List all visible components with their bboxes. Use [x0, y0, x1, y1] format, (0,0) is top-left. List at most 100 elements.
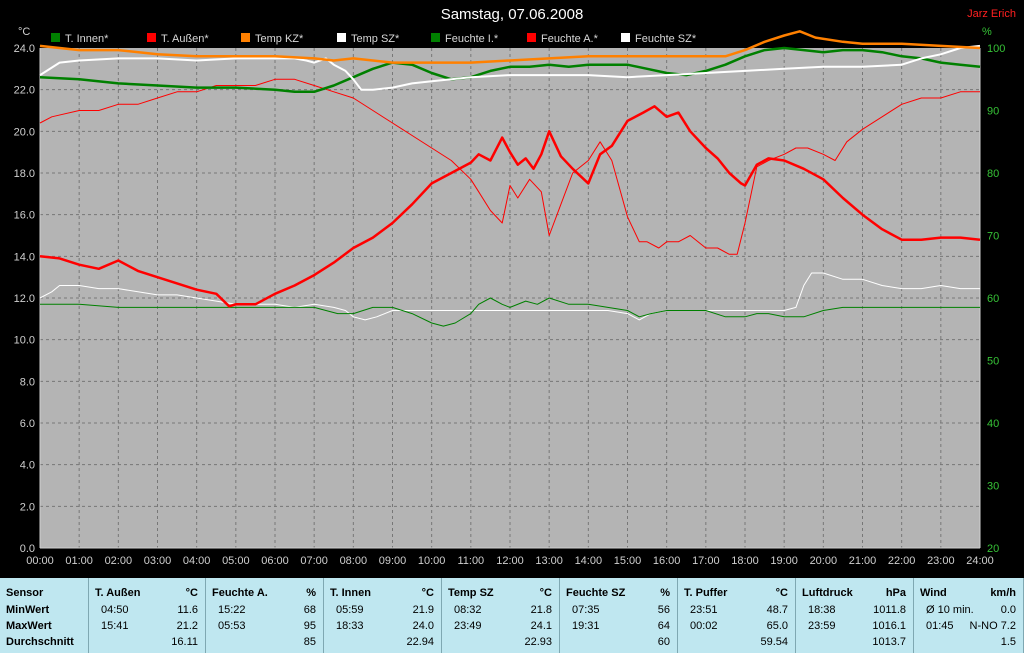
- legend-label: Feuchte SZ*: [635, 33, 697, 45]
- column-header: Temp SZ: [448, 587, 494, 599]
- y-left-tick-label: 22.0: [14, 85, 35, 97]
- stat-value: 68: [303, 604, 316, 616]
- y-left-tick-label: 18.0: [14, 168, 35, 180]
- column-unit: °C: [421, 587, 434, 599]
- stat-time: 05:59: [336, 604, 364, 616]
- x-tick-label: 04:00: [183, 555, 211, 567]
- y-right-tick-label: 60: [987, 293, 999, 305]
- y-left-tick-label: 0.0: [20, 543, 35, 555]
- y-right-tick-label: 70: [987, 231, 999, 243]
- stat-time: 08:32: [454, 604, 482, 616]
- stat-value: 0.0: [1000, 604, 1016, 616]
- legend-swatch: [336, 32, 347, 43]
- stats-column: Sensor MinWert MaxWert Durchschnitt: [0, 578, 89, 653]
- stat-time: 00:02: [690, 620, 718, 632]
- stat-value: 21.8: [530, 604, 552, 616]
- right-axis-unit: %: [982, 26, 992, 38]
- legend-entry: T. Innen*: [50, 32, 108, 45]
- x-tick-label: 00:00: [26, 555, 54, 567]
- y-left-tick-label: 4.0: [20, 460, 35, 472]
- column-header: Wind: [920, 587, 947, 599]
- stat-time: 18:38: [808, 604, 836, 616]
- legend-swatch: [430, 32, 441, 43]
- x-tick-label: 15:00: [614, 555, 642, 567]
- x-tick-label: 12:00: [496, 555, 524, 567]
- stat-value: 1013.7: [872, 636, 906, 648]
- stat-value: 24.0: [412, 620, 434, 632]
- x-tick-label: 14:00: [575, 555, 603, 567]
- column-header: Feuchte A.: [212, 587, 268, 599]
- stat-value: 22.93: [524, 636, 552, 648]
- x-tick-label: 22:00: [888, 555, 916, 567]
- series-line-feuchte-i-: [40, 297, 980, 327]
- column-unit: %: [660, 587, 670, 599]
- row-label: Durchschnitt: [6, 636, 74, 648]
- column-unit: km/h: [990, 587, 1016, 599]
- column-unit: °C: [185, 587, 198, 599]
- row-label: MaxWert: [6, 620, 52, 632]
- y-right-tick-label: 100: [987, 43, 1005, 55]
- legend-label: Temp SZ*: [351, 33, 400, 45]
- stat-value: 21.2: [176, 620, 198, 632]
- statistics-table: Sensor MinWert MaxWert Durchschnitt T. Außen…: [0, 578, 1024, 653]
- column-header: T. Puffer: [684, 587, 728, 599]
- stat-time: 18:33: [336, 620, 364, 632]
- stat-time: 05:53: [218, 620, 246, 632]
- line-chart: 00:00 01:00 02:00 03:00 04:00 05:00 06:00 07:00…: [14, 30, 1005, 567]
- x-tick-label: 21:00: [849, 555, 877, 567]
- stat-time: 15:22: [218, 604, 246, 616]
- author-label: Jarz Erich: [967, 8, 1016, 20]
- x-tick-label: 08:00: [340, 555, 368, 567]
- stat-value: N-NO 7.2: [969, 620, 1016, 632]
- stat-value: 24.1: [530, 620, 552, 632]
- chart-area: 00:00 01:00 02:00 03:00 04:00 05:00 06:00 07:00…: [13, 6, 1016, 567]
- legend-label: T. Innen*: [65, 33, 109, 45]
- legend-swatch: [620, 32, 631, 43]
- y-right-tick-label: 80: [987, 168, 999, 180]
- y-right-tick-label: 20: [987, 543, 999, 555]
- y-right-tick-label: 90: [987, 106, 999, 118]
- x-tick-label: 24:00: [966, 555, 994, 567]
- series-line-temp-sz-: [39, 44, 981, 91]
- x-tick-label: 02:00: [105, 555, 133, 567]
- legend-label: T. Außen*: [161, 33, 209, 45]
- series-line-feuchte-sz-: [39, 272, 980, 321]
- stat-time: 01:45: [926, 620, 954, 632]
- x-tick-label: 23:00: [927, 555, 955, 567]
- stat-value: 59.54: [760, 636, 788, 648]
- y-left-tick-label: 12.0: [14, 293, 35, 305]
- x-tick-label: 18:00: [731, 555, 759, 567]
- x-tick-label: 09:00: [379, 555, 407, 567]
- stats-column: Luftdruck hPa 18:38 1011.8 23:59 1016.1 1013.7: [796, 578, 914, 653]
- column-header: T. Innen: [330, 587, 371, 599]
- legend-entry: T. Außen*: [146, 32, 209, 45]
- stats-column: Feuchte A.% 15:22 68 05:53 95 85: [206, 578, 324, 653]
- stat-value: 21.9: [412, 604, 434, 616]
- stat-time: 23:51: [690, 604, 718, 616]
- stat-value: 11.6: [177, 604, 198, 616]
- stat-value: 65.0: [766, 620, 788, 632]
- column-header: Feuchte SZ: [566, 587, 626, 599]
- stats-column: T. Innen °C 05:59 21.9 18:33 24.0 22.94: [324, 578, 442, 653]
- stats-column: Wind km/h Ø 10 min. 0.0 01:45 N-NO 7.2 1.5: [914, 578, 1024, 653]
- y-right-tick-label: 50: [987, 356, 999, 368]
- stat-value: 85: [303, 636, 316, 648]
- column-unit: °C: [539, 587, 552, 599]
- chart-title: Samstag, 07.06.2008: [440, 6, 584, 23]
- x-tick-label: 01:00: [65, 555, 93, 567]
- stat-time: 23:59: [808, 620, 836, 632]
- x-tick-label: 05:00: [222, 555, 250, 567]
- stat-time: 15:41: [101, 620, 129, 632]
- y-right-tick-label: 40: [987, 418, 999, 430]
- stat-value: 1011.8: [873, 604, 906, 616]
- stat-value: 95: [303, 620, 316, 632]
- stats-column: T. Puffer °C 23:51 48.7 00:02 65.0 59.54: [678, 578, 796, 653]
- column-unit: %: [306, 587, 316, 599]
- stat-value: 16.11: [171, 636, 198, 648]
- legend-swatch: [146, 32, 157, 43]
- series-line-t-innen-: [39, 46, 981, 94]
- y-left-tick-label: 8.0: [20, 376, 35, 388]
- column-unit: hPa: [885, 587, 906, 599]
- x-tick-label: 16:00: [653, 555, 681, 567]
- x-tick-label: 11:00: [457, 555, 484, 567]
